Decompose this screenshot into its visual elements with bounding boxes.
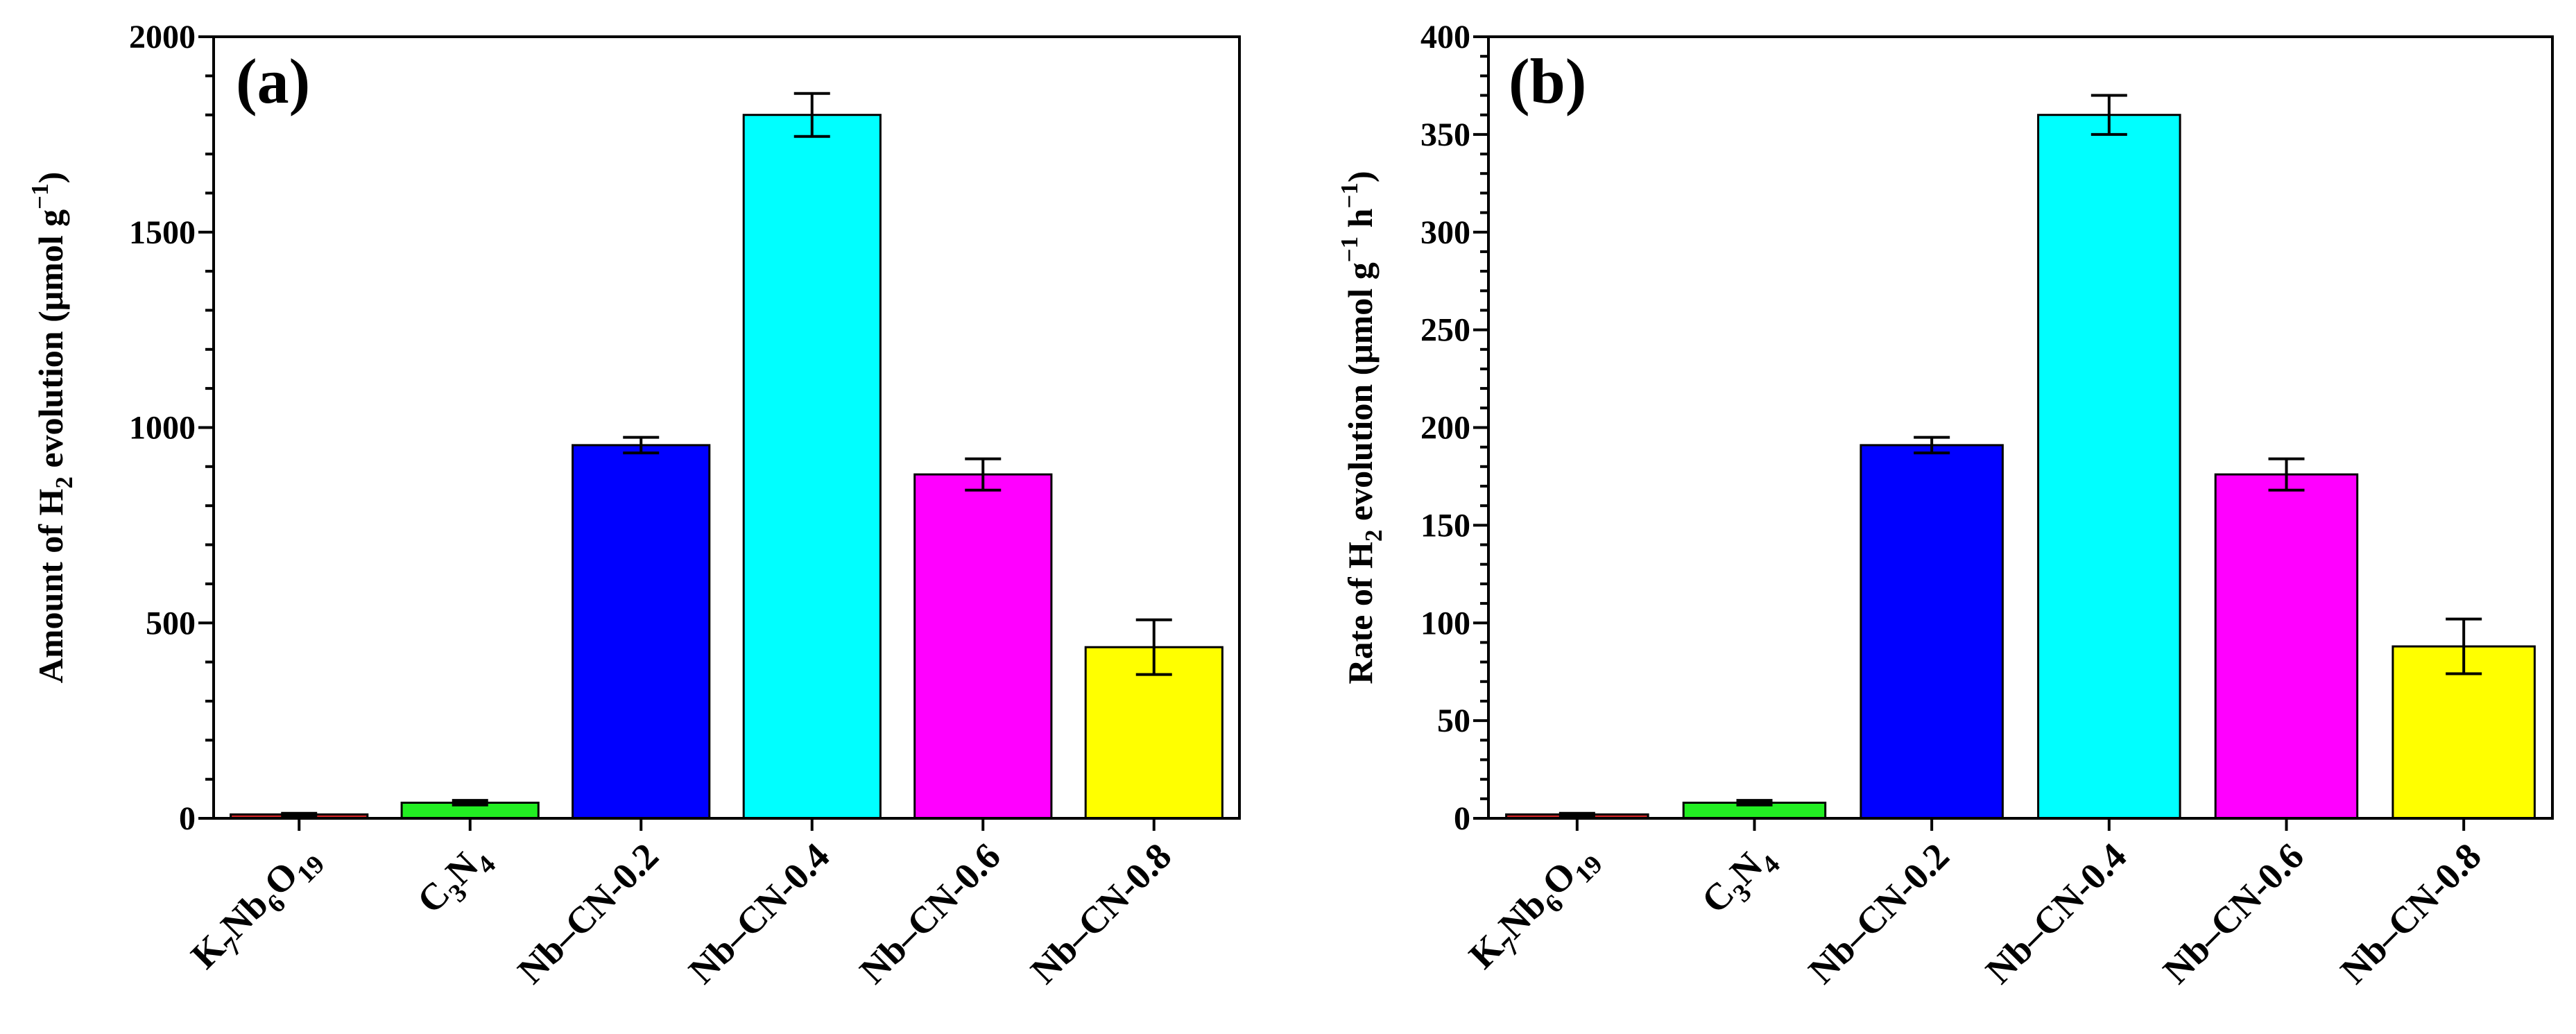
bar-1-4 <box>2214 473 2359 820</box>
bar-0-2 <box>572 444 711 820</box>
x-tick-label-0-0: K7Nb6O19 <box>183 835 331 983</box>
chart_data.1.ylabel_parts-part: 2 <box>1360 530 1387 542</box>
bar-0-3 <box>742 114 882 820</box>
panel-a-amount-chart: K7Nb6O19 C3N4 Nb–CN-0.2 Nb–CN-0.4 Nb–CN-0.6 N… <box>26 19 1241 992</box>
y-tick-label-1-4: 200 <box>1420 410 1470 447</box>
y-tick-label-0-0: 0 <box>179 800 196 837</box>
error-bar-1-2 <box>1914 436 1950 455</box>
x-tick-label-1-1: C3N4 <box>1694 835 1786 927</box>
chart_data.1.ylabel_parts-part: h <box>1341 208 1380 236</box>
chart_data.0.ylabel_parts-part: 2 <box>51 476 78 489</box>
y-tick-label-1-3: 150 <box>1420 507 1470 544</box>
x-tick-label-0-3: Nb–CN-0.4 <box>680 835 837 992</box>
y-tick-label-1-8: 400 <box>1420 19 1470 55</box>
chart_data.1.category_labels.5-part: Nb–CN-0.8 <box>2333 835 2489 992</box>
error-bar-0-4 <box>965 457 1002 492</box>
x-tick-label-0-1: C3N4 <box>409 835 501 927</box>
chart_data.1.ylabel_parts-part: Rate of H <box>1341 542 1380 684</box>
y-tick-label-1-0: 0 <box>1454 800 1470 837</box>
error-bar-0-0 <box>281 811 318 818</box>
chart_data.1.ylabel_parts-part: −1 <box>1336 182 1363 208</box>
y-tick-label-0-4: 2000 <box>129 19 196 55</box>
panel-label-1: (b) <box>1509 46 1586 117</box>
error-bar-1-1 <box>1736 799 1773 807</box>
chart_data.0.category_labels.5-part: Nb–CN-0.8 <box>1022 835 1179 992</box>
y-ticks-0 <box>198 35 214 820</box>
bar-1-2 <box>1860 444 2004 820</box>
y-tick-label-0-3: 1500 <box>129 214 196 251</box>
chart_data.1.ylabel_parts-part: −1 <box>1336 236 1363 262</box>
y-tick-label-0-1: 500 <box>146 605 196 641</box>
chart_data.1.category_labels.4-part: Nb–CN-0.6 <box>2155 835 2312 992</box>
y-tick-label-1-2: 100 <box>1420 605 1470 641</box>
y-tick-label-1-6: 300 <box>1420 214 1470 251</box>
error-bar-1-3 <box>2090 94 2127 136</box>
panel-b-rate-chart: K7Nb6O19 C3N4 Nb–CN-0.2 Nb–CN-0.4 Nb–CN-0.6 N… <box>1336 19 2554 992</box>
y-tick-label-0-2: 1000 <box>129 410 196 447</box>
x-tick-label-1-4: Nb–CN-0.6 <box>2155 835 2312 992</box>
x-ticks-1 <box>1575 818 2466 831</box>
chart_data.0.ylabel_parts-part: ) <box>31 172 70 184</box>
chart_data.1.category_labels.2-part: Nb–CN-0.2 <box>1801 835 1957 992</box>
chart_data.1.category_labels.3-part: Nb–CN-0.4 <box>1977 835 2134 992</box>
error-bar-1-0 <box>1559 811 1595 818</box>
chart_data.0.category_labels.3-part: Nb–CN-0.4 <box>680 835 837 992</box>
x-tick-label-0-5: Nb–CN-0.8 <box>1022 835 1179 992</box>
bar-1-3 <box>2037 114 2181 820</box>
error-bar-0-2 <box>623 436 660 455</box>
error-bar-0-5 <box>1135 618 1172 676</box>
y-axis-title-1: Rate of H2 evolution (μmol g−1 h−1) <box>1336 171 1387 684</box>
x-tick-label-1-5: Nb–CN-0.8 <box>2333 835 2489 992</box>
error-bar-0-1 <box>452 799 488 807</box>
y-tick-label-1-1: 50 <box>1437 703 1470 739</box>
chart_data.0.category_labels.4-part: Nb–CN-0.6 <box>852 835 1008 992</box>
y-axis-title-0: Amount of H2 evolution (μmol g−1) <box>26 172 78 683</box>
y-ticks-1 <box>1473 35 1488 820</box>
x-tick-label-0-2: Nb–CN-0.2 <box>510 835 667 992</box>
chart_data.0.ylabel_parts-part: −1 <box>26 183 53 209</box>
x-tick-label-0-4: Nb–CN-0.6 <box>852 835 1008 992</box>
x-tick-label-1-2: Nb–CN-0.2 <box>1801 835 1957 992</box>
panel-label-0: (a) <box>236 46 310 117</box>
error-bar-1-4 <box>2268 457 2305 492</box>
x-tick-label-1-0: K7Nb6O19 <box>1461 835 1608 983</box>
error-bar-0-3 <box>793 92 830 138</box>
chart_data.0.ylabel_parts-part: Amount of H <box>31 489 70 684</box>
y-tick-label-1-7: 350 <box>1420 117 1470 153</box>
y-tick-label-1-5: 250 <box>1420 312 1470 349</box>
bar-0-4 <box>913 473 1053 820</box>
x-ticks-0 <box>298 818 1156 831</box>
x-tick-label-1-3: Nb–CN-0.4 <box>1977 835 2134 992</box>
chart_data.0.ylabel_parts-part: evolution (μmol g <box>31 209 70 476</box>
chart_data.1.ylabel_parts-part: evolution (μmol g <box>1341 262 1380 529</box>
chart_data.0.category_labels.2-part: Nb–CN-0.2 <box>510 835 667 992</box>
chart_data.1.ylabel_parts-part: ) <box>1341 171 1380 182</box>
error-bar-1-5 <box>2446 617 2482 675</box>
